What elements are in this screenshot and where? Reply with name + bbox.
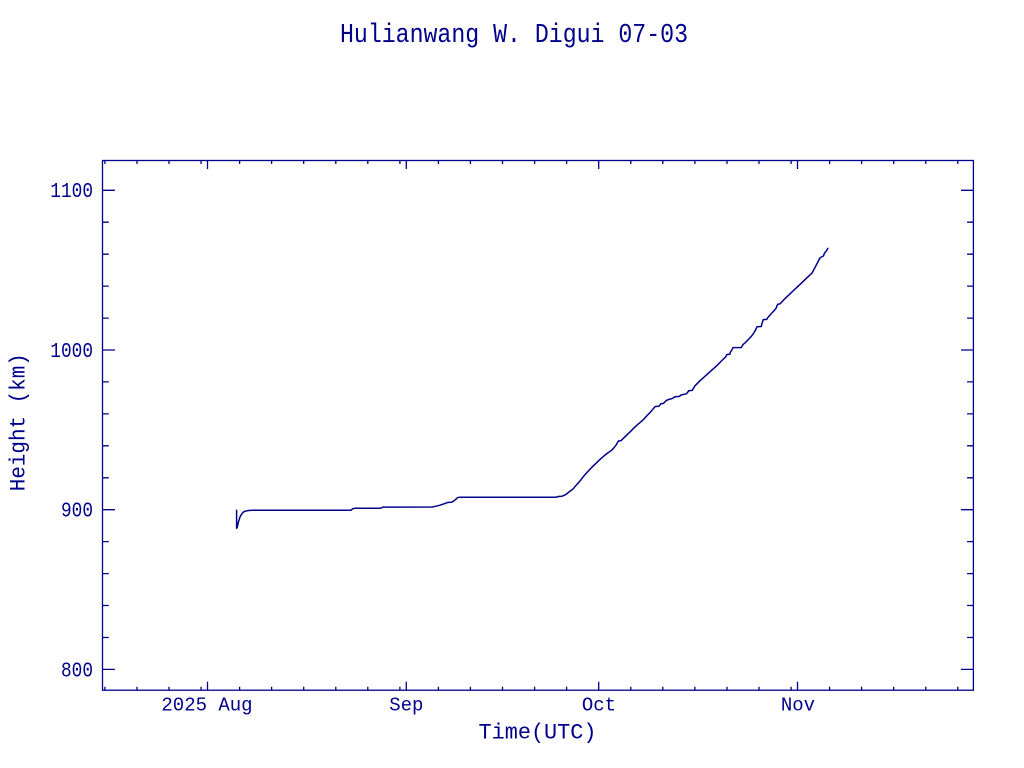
svg-text:Oct: Oct	[582, 695, 616, 717]
svg-text:Sep: Sep	[389, 695, 423, 717]
svg-text:Height (km): Height (km)	[7, 353, 32, 491]
svg-text:Hulianwang W. Digui 07-03: Hulianwang W. Digui 07-03	[340, 21, 688, 51]
svg-text:900: 900	[61, 501, 93, 524]
svg-text:1100: 1100	[50, 181, 93, 204]
svg-text:800: 800	[61, 660, 93, 683]
svg-text:Time(UTC): Time(UTC)	[479, 721, 597, 746]
svg-text:2025 Aug: 2025 Aug	[161, 695, 252, 717]
svg-text:1000: 1000	[50, 341, 93, 364]
svg-text:Nov: Nov	[781, 695, 815, 717]
